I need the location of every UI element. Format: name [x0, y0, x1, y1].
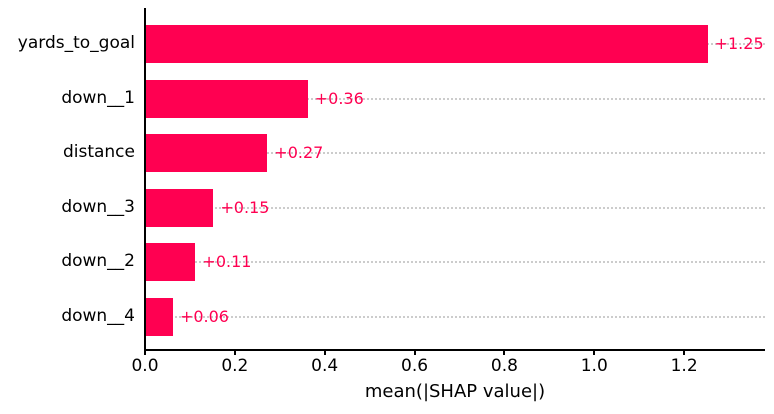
x-tick-mark [413, 350, 416, 355]
shap-value-label: +1.25 [714, 34, 764, 53]
x-tick-label: 1.0 [580, 356, 608, 376]
x-tick-mark [683, 350, 686, 355]
shap-value-label: +0.11 [202, 252, 252, 272]
feature-label: distance [62, 142, 135, 163]
row-gridline [146, 206, 765, 209]
row-gridline [146, 152, 765, 155]
shap-value-label: +0.36 [314, 88, 364, 108]
row-gridline [146, 316, 765, 318]
shap-bar [146, 298, 173, 336]
x-tick-mark [233, 350, 236, 355]
shap-bar [146, 134, 268, 173]
shap-value-label: +0.06 [179, 307, 229, 326]
x-tick-mark [503, 350, 506, 355]
x-tick-mark [593, 350, 596, 355]
x-axis-spine [144, 349, 765, 351]
x-tick-label: 1.2 [670, 356, 698, 376]
shap-value-label: +0.27 [274, 143, 324, 163]
shap-value-label: +0.15 [220, 197, 270, 217]
feature-label: down__1 [61, 87, 135, 108]
feature-label: yards_to_goal [17, 33, 135, 53]
row-gridline [146, 261, 765, 264]
x-tick-mark [323, 350, 326, 355]
shap-bar [146, 188, 214, 227]
row-gridline [146, 97, 765, 100]
shap-bar [146, 79, 308, 118]
feature-label: down__2 [61, 251, 135, 272]
feature-label: down__4 [61, 306, 135, 326]
shap-bar [146, 243, 196, 282]
shap-bar [146, 25, 708, 63]
x-axis-title: mean(|SHAP value|) [364, 381, 546, 402]
feature-label: down__3 [61, 196, 135, 217]
x-tick-label: 0.0 [131, 356, 159, 376]
y-axis-spine [144, 8, 146, 351]
x-tick-label: 0.8 [490, 356, 518, 376]
x-tick-label: 0.2 [221, 356, 249, 376]
x-tick-label: 0.4 [311, 356, 339, 376]
x-tick-label: 0.6 [401, 356, 429, 376]
x-tick-mark [144, 350, 146, 355]
